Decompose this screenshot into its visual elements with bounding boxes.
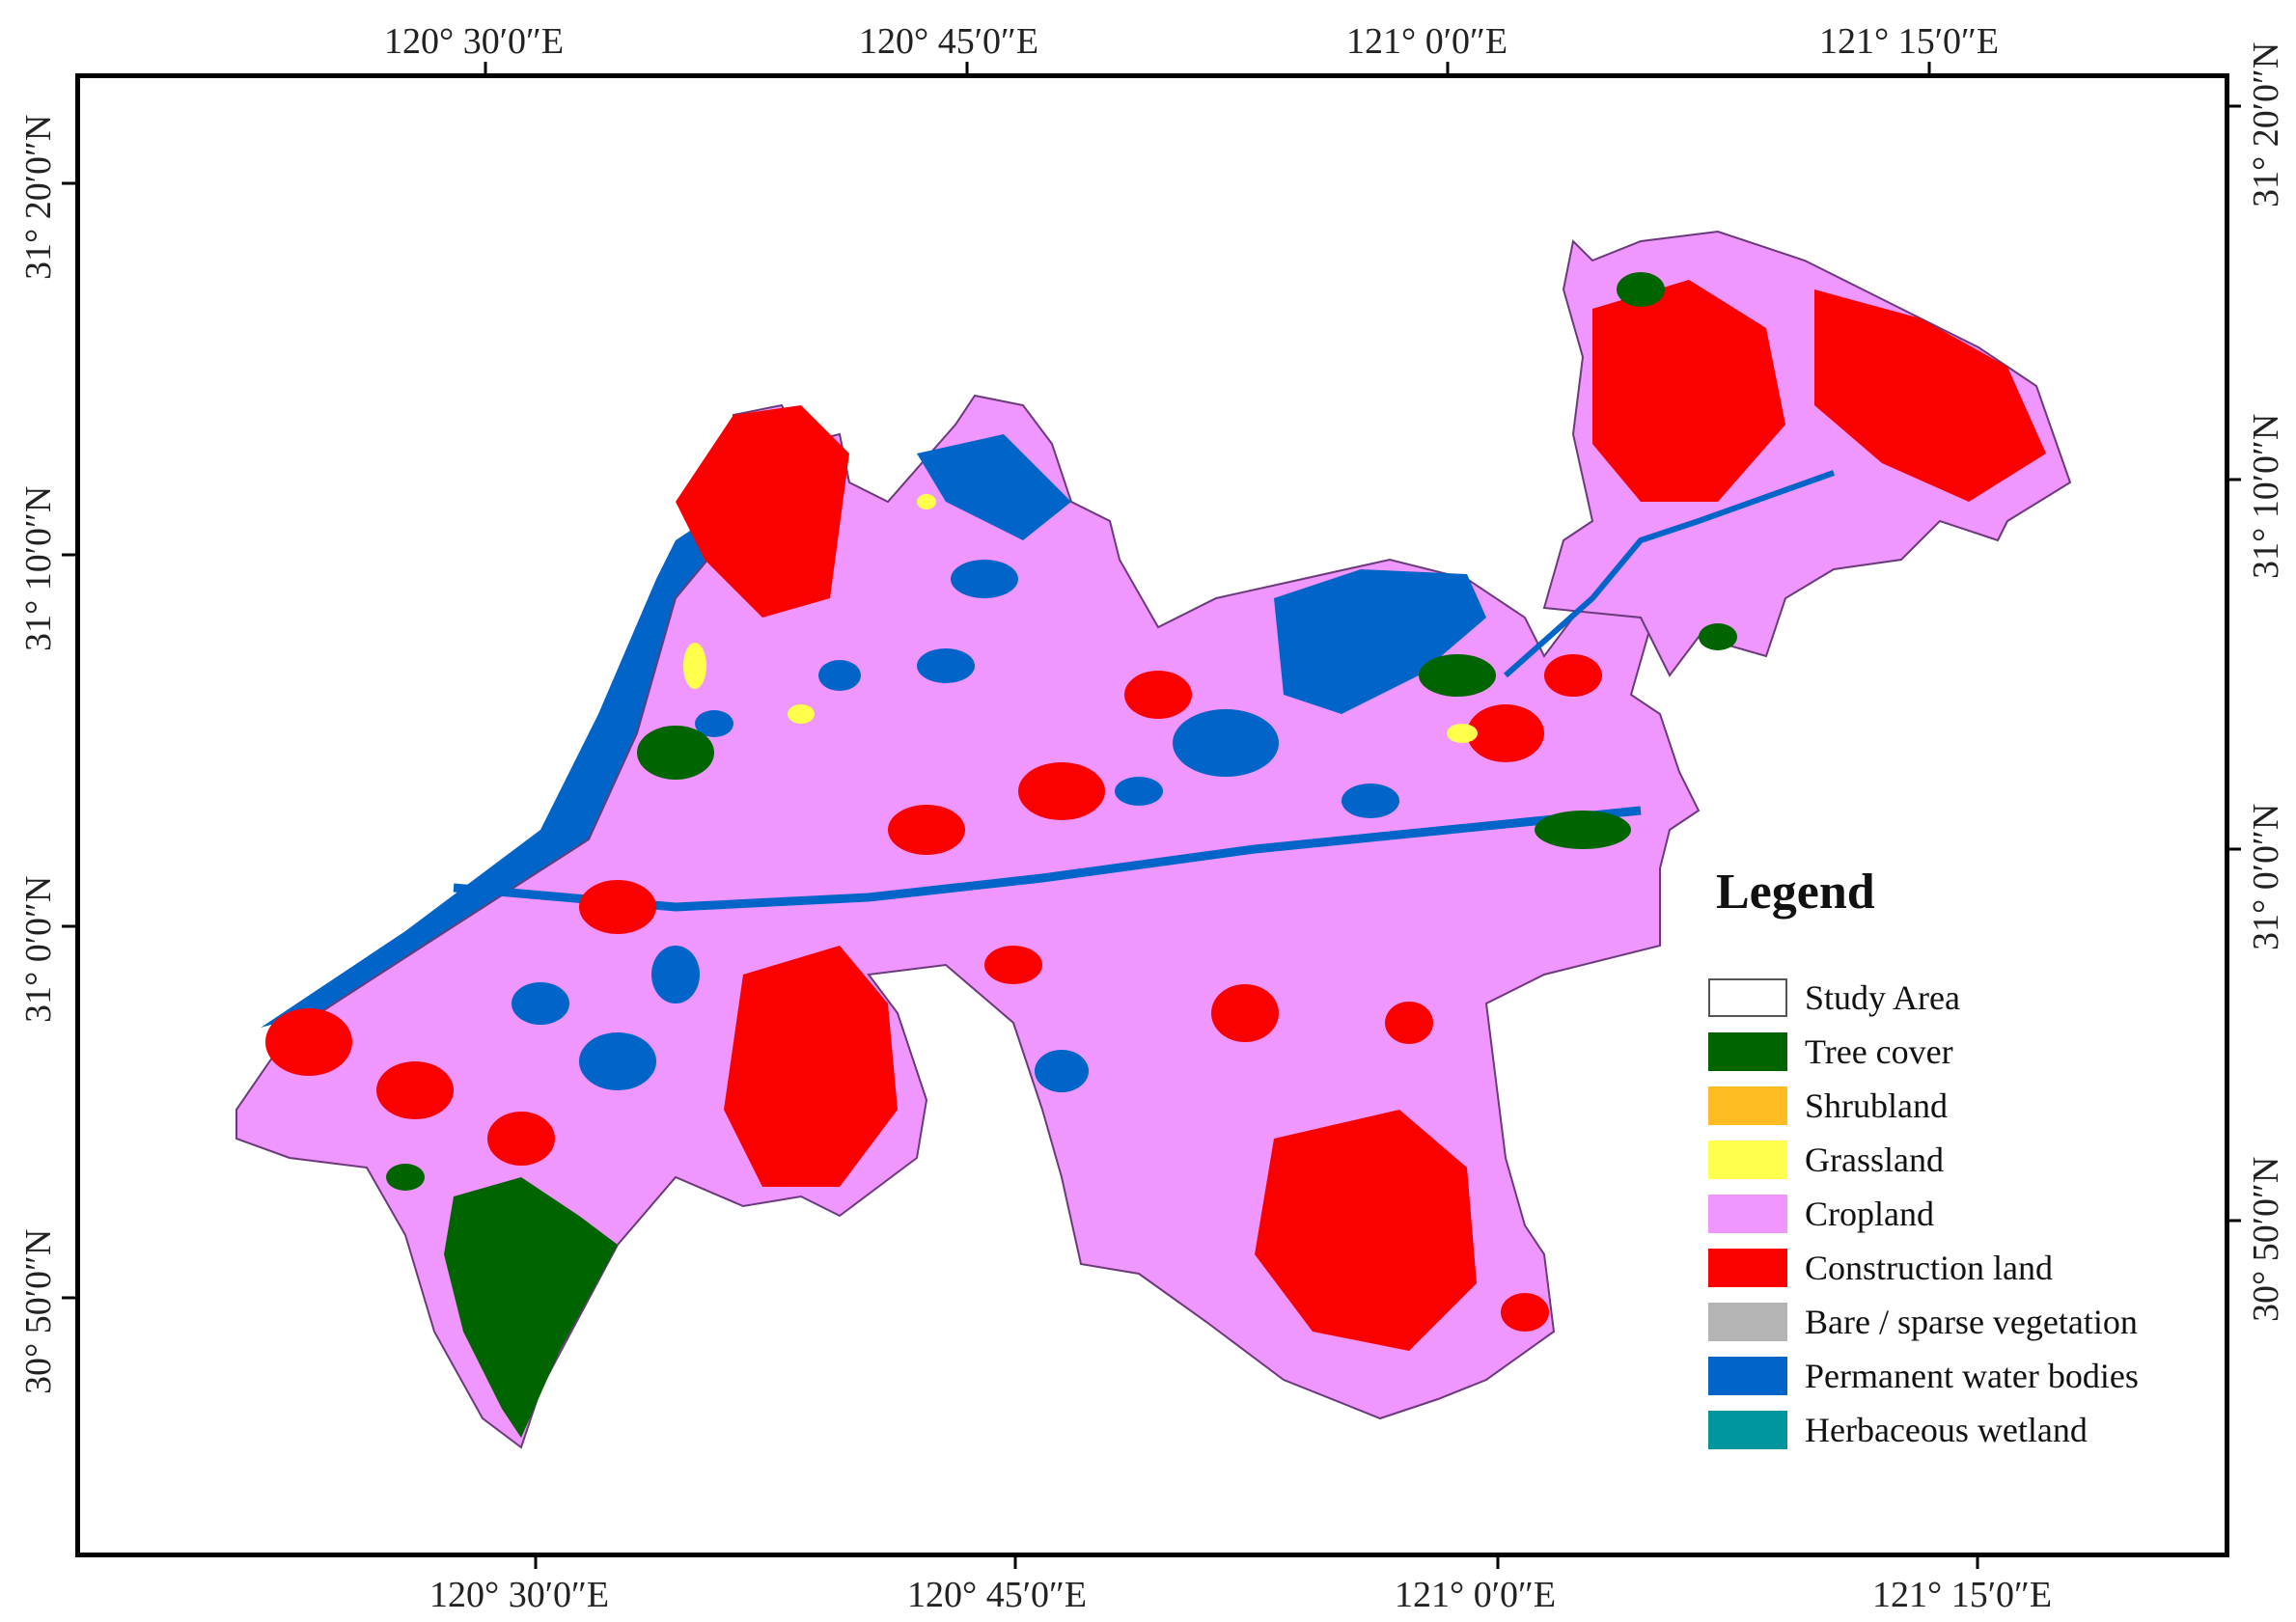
- top-axis-label: 120° 30′0″E: [384, 21, 564, 62]
- legend-items: Study Area Tree cover Shrubland Grassland Cr…: [1708, 971, 2210, 1457]
- legend-swatch: [1708, 978, 1787, 1017]
- legend-label: Tree cover: [1805, 1032, 1953, 1071]
- canal-2: [1504, 470, 1836, 678]
- legend-label: Bare / sparse vegetation: [1805, 1303, 2138, 1341]
- map-frame: [75, 73, 2229, 1557]
- top-axis-label: 121° 15′0″E: [1819, 21, 1999, 62]
- legend-item: Shrubland: [1708, 1079, 2210, 1133]
- legend-label: Construction land: [1805, 1249, 2053, 1287]
- top-ticks: [484, 62, 1931, 77]
- legend-swatch: [1708, 1086, 1787, 1125]
- right-axis-labels: 31° 20′0″N 31° 10′0″N 31° 0′0″N 30° 50′0…: [2246, 42, 2286, 1322]
- left-axis-labels: 31° 20′0″N 31° 10′0″N 31° 0′0″N 30° 50′0…: [18, 115, 59, 1394]
- legend-label: Shrubland: [1805, 1086, 1948, 1125]
- grassland-patches: [683, 494, 1478, 743]
- legend-swatch: [1708, 1249, 1787, 1287]
- top-axis-label: 121° 0′0″E: [1346, 21, 1508, 62]
- right-axis-label: 31° 0′0″N: [2246, 804, 2286, 950]
- legend-label: Study Area: [1805, 978, 1960, 1017]
- bottom-axis-label: 120° 45′0″E: [907, 1575, 1087, 1615]
- legend-item: Permanent water bodies: [1708, 1349, 2210, 1403]
- legend-swatch: [1708, 1357, 1787, 1395]
- left-axis-label: 31° 0′0″N: [18, 876, 59, 1023]
- bottom-axis-labels: 120° 30′0″E 120° 45′0″E 121° 0′0″E 121° …: [429, 1575, 2052, 1615]
- right-axis-label: 31° 20′0″N: [2246, 42, 2286, 207]
- left-axis-label: 31° 20′0″N: [18, 115, 59, 280]
- legend-item: Construction land: [1708, 1241, 2210, 1295]
- top-axis-label: 120° 45′0″E: [859, 21, 1038, 62]
- bottom-axis-label: 121° 0′0″E: [1395, 1575, 1556, 1615]
- construction-patches: [265, 280, 2046, 1351]
- legend-title: Legend: [1716, 865, 1875, 920]
- legend-item: Tree cover: [1708, 1025, 2210, 1079]
- left-axis-label: 31° 10′0″N: [18, 486, 59, 651]
- legend-label: Grassland: [1805, 1141, 1944, 1179]
- legend-swatch: [1708, 1195, 1787, 1233]
- canal: [453, 806, 1642, 912]
- legend-item: Grassland: [1708, 1133, 2210, 1187]
- legend-label: Cropland: [1805, 1195, 1934, 1233]
- right-axis-label: 30° 50′0″N: [2246, 1157, 2286, 1322]
- legend-label: Herbaceous wetland: [1805, 1411, 2088, 1449]
- right-ticks: [2225, 104, 2241, 1223]
- legend-swatch: [1708, 1141, 1787, 1179]
- legend-item: Bare / sparse vegetation: [1708, 1295, 2210, 1349]
- study-area: [235, 230, 2072, 1449]
- bottom-axis-label: 120° 30′0″E: [429, 1575, 609, 1615]
- left-ticks: [62, 181, 77, 1300]
- legend-swatch: [1708, 1411, 1787, 1449]
- legend-swatch: [1708, 1303, 1787, 1341]
- top-axis-labels: 120° 30′0″E 120° 45′0″E 121° 0′0″E 121° …: [384, 21, 1999, 62]
- legend-item: Cropland: [1708, 1187, 2210, 1241]
- legend-item: Herbaceous wetland: [1708, 1403, 2210, 1457]
- legend-swatch: [1708, 1032, 1787, 1071]
- right-axis-label: 31° 10′0″N: [2246, 414, 2286, 579]
- tree-cover-patches: [386, 272, 1737, 1438]
- legend: Legend Study Area Tree cover Shrubland Gras…: [1708, 864, 2210, 1457]
- legend-label: Permanent water bodies: [1805, 1357, 2139, 1395]
- bottom-ticks: [534, 1553, 1979, 1569]
- bottom-axis-label: 121° 15′0″E: [1872, 1575, 2052, 1615]
- legend-item: Study Area: [1708, 971, 2210, 1025]
- left-axis-label: 30° 50′0″N: [18, 1229, 59, 1394]
